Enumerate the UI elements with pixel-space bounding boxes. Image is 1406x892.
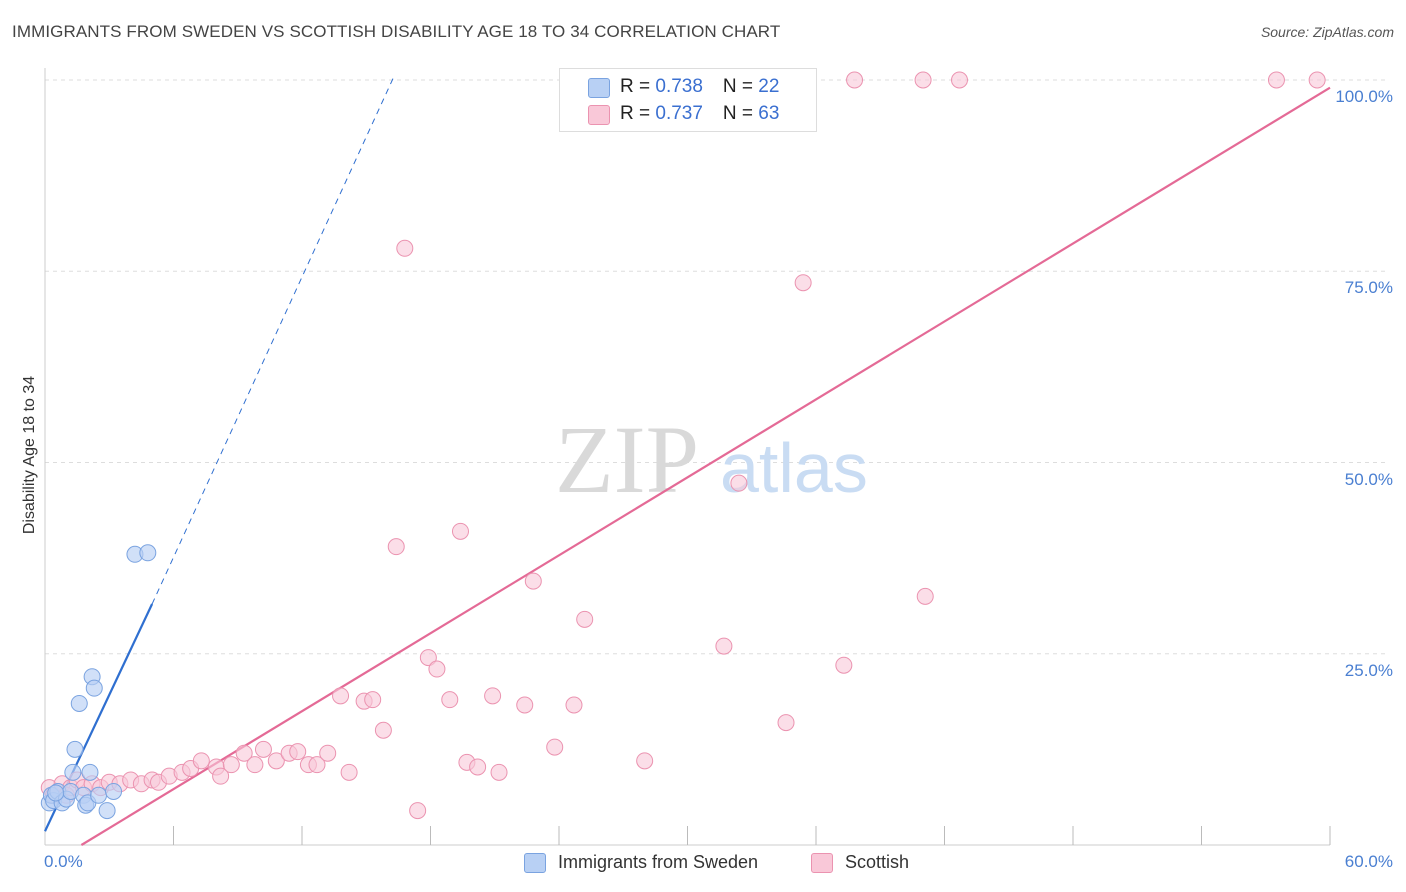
scottish-point bbox=[715, 637, 733, 655]
scottish-swatch bbox=[588, 105, 610, 125]
legend-item-sweden[interactable]: Immigrants from Sweden bbox=[524, 852, 758, 873]
scottish-point bbox=[516, 696, 534, 714]
scottish-point bbox=[490, 763, 508, 781]
watermark: ZIP atlas bbox=[555, 406, 868, 513]
scottish-point bbox=[192, 752, 210, 770]
scottish-n-value: 63 bbox=[758, 103, 780, 124]
scottish-point bbox=[289, 743, 307, 761]
scottish-point bbox=[835, 656, 853, 674]
legend-swatch-scottish bbox=[811, 852, 833, 873]
gridlines bbox=[45, 79, 1385, 655]
scottish-point bbox=[308, 756, 326, 774]
sweden-point bbox=[85, 679, 103, 697]
scottish-point bbox=[428, 660, 446, 678]
scottish-n-label: N = bbox=[722, 103, 759, 124]
scottish-point bbox=[451, 522, 469, 540]
sweden-point bbox=[81, 763, 99, 781]
scottish-point bbox=[340, 763, 358, 781]
series-legend: Immigrants from Sweden Scottish bbox=[0, 852, 1406, 878]
sweden-legend-row: R = 0.738 N = 22 bbox=[620, 74, 779, 100]
sweden-point bbox=[98, 802, 116, 820]
scottish-point bbox=[222, 756, 240, 774]
correlation-legend: R = 0.738 N = 22 R = 0.737 N = 63 bbox=[559, 68, 817, 132]
legend-label-scottish: Scottish bbox=[845, 852, 910, 872]
scottish-point bbox=[777, 714, 795, 732]
scottish-point bbox=[524, 572, 542, 590]
scottish-point bbox=[212, 767, 230, 785]
sweden-swatch bbox=[588, 78, 610, 98]
sweden-r-label: R = bbox=[620, 76, 656, 97]
scottish-point bbox=[469, 758, 487, 776]
axes bbox=[44, 68, 1331, 846]
scottish-point bbox=[246, 756, 264, 774]
chart-title: IMMIGRANTS FROM SWEDEN VS SCOTTISH DISAB… bbox=[12, 22, 781, 41]
y-tick-label: 50.0% bbox=[1344, 469, 1393, 489]
watermark-zip: ZIP bbox=[555, 406, 699, 513]
sweden-points bbox=[40, 544, 157, 820]
legend-swatch-sweden bbox=[524, 852, 546, 873]
scottish-point bbox=[565, 696, 583, 714]
scottish-point bbox=[546, 738, 564, 756]
scottish-point bbox=[846, 71, 864, 89]
scottish-point bbox=[1267, 71, 1285, 89]
sweden-point bbox=[64, 763, 82, 781]
scottish-point bbox=[419, 649, 437, 667]
sweden-point bbox=[105, 782, 123, 800]
scottish-point bbox=[332, 687, 350, 705]
scottish-point bbox=[576, 610, 594, 628]
sweden-n-value: 22 bbox=[758, 76, 780, 97]
scottish-point bbox=[794, 274, 812, 292]
scottish-legend-row: R = 0.737 N = 63 bbox=[620, 101, 779, 127]
scottish-point bbox=[254, 740, 272, 758]
scottish-point bbox=[1308, 71, 1326, 89]
scottish-point bbox=[374, 721, 392, 739]
scottish-point bbox=[319, 744, 337, 762]
scottish-point bbox=[364, 691, 382, 709]
sweden-point bbox=[66, 740, 84, 758]
y-tick-label: 25.0% bbox=[1344, 660, 1393, 680]
y-tick-label: 100.0% bbox=[1335, 87, 1393, 106]
scottish-point bbox=[409, 802, 427, 820]
scottish-point bbox=[636, 752, 654, 770]
sweden-trendline-extension bbox=[151, 75, 395, 605]
scottish-point bbox=[484, 687, 502, 705]
scottish-point bbox=[387, 538, 405, 556]
x-tick-max: 60.0% bbox=[1344, 852, 1393, 871]
scottish-point bbox=[267, 752, 285, 770]
scottish-r-label: R = bbox=[620, 103, 656, 124]
scottish-trendline bbox=[80, 86, 1331, 846]
scottish-r-value: 0.737 bbox=[655, 103, 703, 124]
sweden-point bbox=[70, 694, 88, 712]
sweden-point bbox=[90, 786, 108, 804]
scottish-point bbox=[396, 239, 414, 257]
scottish-point bbox=[730, 474, 748, 492]
scottish-point bbox=[914, 71, 932, 89]
source-label: Source: ZipAtlas.com bbox=[1260, 24, 1394, 40]
x-tick-min: 0.0% bbox=[44, 852, 83, 871]
watermark-atlas: atlas bbox=[720, 429, 868, 507]
sweden-point bbox=[139, 544, 157, 562]
scottish-point bbox=[950, 71, 968, 89]
sweden-n-label: N = bbox=[722, 76, 759, 97]
scottish-point bbox=[441, 691, 459, 709]
legend-item-scottish[interactable]: Scottish bbox=[811, 852, 909, 873]
scottish-point bbox=[235, 744, 253, 762]
legend-label-sweden: Immigrants from Sweden bbox=[558, 852, 759, 872]
sweden-point bbox=[47, 784, 65, 802]
y-tick-label: 75.0% bbox=[1344, 278, 1393, 298]
sweden-r-value: 0.738 bbox=[655, 76, 703, 97]
scottish-point bbox=[916, 587, 934, 605]
